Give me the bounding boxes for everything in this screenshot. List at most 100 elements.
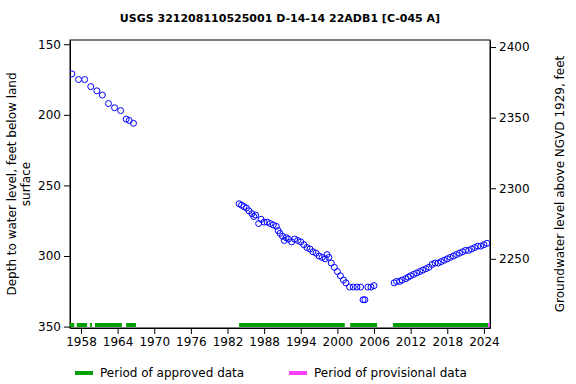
data-point xyxy=(88,84,94,90)
tick: 2350 xyxy=(490,111,530,125)
tick-label: 1976 xyxy=(176,335,207,349)
y-axis-title-line: surface xyxy=(19,162,33,206)
tick-mark xyxy=(264,328,265,334)
legend-swatch xyxy=(289,371,307,375)
tick-label: 2300 xyxy=(499,182,530,196)
tick-mark xyxy=(64,256,70,257)
period-bar xyxy=(393,323,488,327)
data-point xyxy=(326,254,332,260)
tick-mark xyxy=(484,328,485,334)
y-axis-title: Depth to water level, feet below landsur… xyxy=(5,72,33,295)
data-point xyxy=(358,284,364,290)
legend-label: Period of provisional data xyxy=(314,366,467,380)
tick-mark xyxy=(337,328,338,334)
tick-label: 2018 xyxy=(432,335,463,349)
tick: 1982 xyxy=(213,328,244,349)
data-point xyxy=(70,71,75,77)
plot-area xyxy=(70,71,490,325)
tick-label: 1964 xyxy=(103,335,134,349)
tick-mark xyxy=(490,47,496,48)
data-point xyxy=(362,297,368,303)
tick: 200 xyxy=(38,108,70,122)
tick-label: 1988 xyxy=(249,335,280,349)
period-bar xyxy=(350,323,377,327)
tick-mark xyxy=(228,328,229,334)
tick-label: 2024 xyxy=(469,335,500,349)
data-point xyxy=(112,105,118,111)
tick-label: 2000 xyxy=(323,335,354,349)
data-point xyxy=(126,117,132,123)
plot-frame xyxy=(70,40,490,328)
tick-label: 350 xyxy=(38,320,61,334)
tick-mark xyxy=(447,328,448,334)
tick-label: 2250 xyxy=(499,252,530,266)
tick-mark xyxy=(64,185,70,186)
tick-mark xyxy=(154,328,155,334)
period-bar xyxy=(70,323,74,327)
tick-mark xyxy=(490,259,496,260)
data-point xyxy=(337,273,343,279)
data-point xyxy=(99,92,105,98)
tick-label: 200 xyxy=(38,108,61,122)
y-axis-title-line: Depth to water level, feet below land xyxy=(5,72,19,295)
tick-label: 1994 xyxy=(286,335,317,349)
data-point xyxy=(328,260,334,266)
legend-swatch xyxy=(75,371,93,375)
tick: 2024 xyxy=(469,328,500,349)
tick-mark xyxy=(64,115,70,116)
tick: 1988 xyxy=(249,328,280,349)
tick: 2400 xyxy=(490,40,530,54)
x-axis: 1958 1964 1970 1976 1982 1988 1994 2000 2006 2012… xyxy=(66,328,499,349)
data-point xyxy=(251,213,257,219)
data-point xyxy=(371,283,377,289)
tick: 1970 xyxy=(139,328,170,349)
data-point xyxy=(94,88,100,94)
period-bar xyxy=(95,323,122,327)
tick-mark xyxy=(490,118,496,119)
period-bar xyxy=(126,323,136,327)
tick-mark xyxy=(81,328,82,334)
tick: 2006 xyxy=(359,328,390,349)
data-point xyxy=(331,264,337,270)
data-point xyxy=(118,108,124,114)
tick: 300 xyxy=(38,249,70,263)
tick-mark xyxy=(411,328,412,334)
tick: 150 xyxy=(38,38,70,52)
tick-label: 2400 xyxy=(499,40,530,54)
tick: 250 xyxy=(38,179,70,193)
tick-label: 300 xyxy=(38,249,61,263)
tick-label: 1958 xyxy=(66,335,97,349)
tick-mark xyxy=(64,327,70,328)
data-point xyxy=(253,212,259,218)
tick: 1964 xyxy=(103,328,134,349)
tick-label: 150 xyxy=(38,38,61,52)
y2-axis-title: Groundwater level above NGVD 1929, feet xyxy=(553,55,567,312)
tick: 2300 xyxy=(490,182,530,196)
tick-mark xyxy=(374,328,375,334)
period-bar xyxy=(77,323,87,327)
period-bar xyxy=(90,323,92,327)
period-bar xyxy=(488,323,490,327)
data-point xyxy=(130,120,136,126)
title: USGS 321208110525001 D-14-14 22ADB1 [C-0… xyxy=(120,12,440,25)
tick-mark xyxy=(301,328,302,334)
chart: USGS 321208110525001 D-14-14 22ADB1 [C-0… xyxy=(0,0,576,384)
tick: 1976 xyxy=(176,328,207,349)
legend-label: Period of approved data xyxy=(100,366,244,380)
period-bar xyxy=(239,323,345,327)
tick: 1994 xyxy=(286,328,317,349)
tick-label: 2350 xyxy=(499,111,530,125)
tick-mark xyxy=(64,44,70,45)
tick-label: 2006 xyxy=(359,335,390,349)
tick-mark xyxy=(118,328,119,334)
tick: 350 xyxy=(38,320,70,334)
y-axis: 150 200 250 300 350 xyxy=(38,38,70,334)
data-point xyxy=(484,240,490,246)
tick-mark xyxy=(191,328,192,334)
data-point xyxy=(334,269,340,275)
data-point xyxy=(76,77,82,83)
tick: 2012 xyxy=(396,328,427,349)
tick-label: 1970 xyxy=(139,335,170,349)
tick: 2250 xyxy=(490,252,530,266)
tick-mark xyxy=(490,188,496,189)
